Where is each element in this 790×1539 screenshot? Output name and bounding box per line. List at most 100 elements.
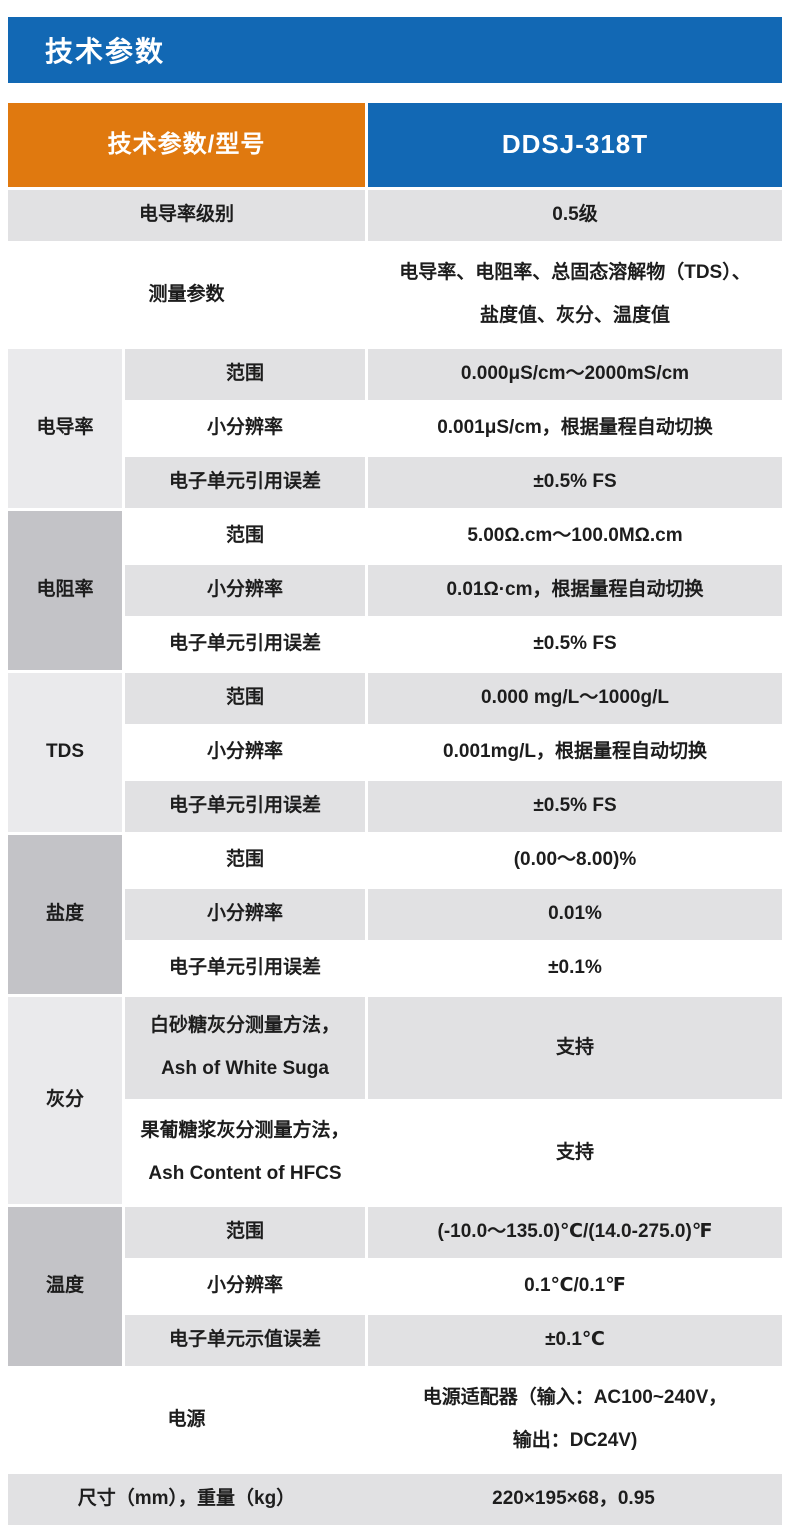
value-text: 输出：DC24V) <box>512 1430 638 1452</box>
value-cell-resistivity: 5.00Ω.cm～100.0MΩ.cm <box>368 511 782 562</box>
row-label: 测量参数 <box>148 283 225 305</box>
table-header-model-label: DDSJ-318T <box>501 129 649 160</box>
row-label: 电源 <box>167 1408 206 1430</box>
value-text: ±0.1℃ <box>545 1329 605 1351</box>
param-label: 范围 <box>225 1221 264 1243</box>
value-cell-resistivity: ±0.5% FS <box>368 619 782 670</box>
value-text: 0.001mg/L，根据量程自动切换 <box>443 741 707 763</box>
value-cell-tds: ±0.5% FS <box>368 781 782 832</box>
param-cell-temperature: 小分辨率 <box>125 1261 365 1312</box>
value-cell-ash: 支持 <box>368 1102 782 1204</box>
page: 技术参数 技术参数/型号 DDSJ-318T 电导率级别 0.5级测量参数 电导率、… <box>8 17 782 1525</box>
value-cell-salinity: ±0.1% <box>368 943 782 994</box>
page-title: 技术参数 <box>45 36 166 67</box>
group-label: 电阻率 <box>36 579 94 601</box>
label-cell-power: 电源 <box>8 1369 365 1471</box>
param-label: 小分辨率 <box>206 903 283 925</box>
param-label: 电子单元引用误差 <box>168 633 321 655</box>
value-cell-temperature: ±0.1℃ <box>368 1315 782 1366</box>
group-label: 灰分 <box>45 1089 84 1111</box>
param-cell-temperature: 电子单元示值误差 <box>125 1315 365 1366</box>
value-cell-power: 电源适配器（输入：AC100~240V， 输出：DC24V) <box>368 1369 782 1471</box>
group-cell-ash: 灰分 <box>8 997 122 1204</box>
section-title-bar: 技术参数 <box>8 17 782 83</box>
value-cell-conductivity: 0.000μS/cm～2000mS/cm <box>368 349 782 400</box>
value-cell-measurement-parameters: 电导率、电阻率、总固态溶解物（TDS）、 盐度值、灰分、温度值 <box>368 244 782 346</box>
value-text: ±0.5% FS <box>533 795 617 817</box>
param-cell-tds: 小分辨率 <box>125 727 365 778</box>
value-cell-resistivity: 0.01Ω·cm，根据量程自动切换 <box>368 565 782 616</box>
param-cell-salinity: 电子单元引用误差 <box>125 943 365 994</box>
value-text: 0.000μS/cm～2000mS/cm <box>460 363 690 385</box>
value-text: 盐度值、灰分、温度值 <box>479 305 670 327</box>
value-text: 0.01Ω·cm，根据量程自动切换 <box>446 579 704 601</box>
param-label: Ash of White Suga <box>161 1058 329 1080</box>
value-cell-temperature: 0.1℃/0.1℉ <box>368 1261 782 1312</box>
param-cell-salinity: 范围 <box>125 835 365 886</box>
value-text: 0.000 mg/L～1000g/L <box>481 687 669 709</box>
param-cell-salinity: 小分辨率 <box>125 889 365 940</box>
param-label: 果葡糖浆灰分测量方法， <box>140 1120 350 1142</box>
value-text: ±0.1% <box>548 957 602 979</box>
param-label: 小分辨率 <box>206 1275 283 1297</box>
value-text: 5.00Ω.cm～100.0MΩ.cm <box>467 525 683 547</box>
value-text: (0.00～8.00)% <box>513 849 637 871</box>
param-cell-ash: 白砂糖灰分测量方法， Ash of White Suga <box>125 997 365 1099</box>
param-label: 电子单元引用误差 <box>168 957 321 979</box>
param-cell-conductivity: 范围 <box>125 349 365 400</box>
param-label: 小分辨率 <box>206 579 283 601</box>
group-cell-conductivity: 电导率 <box>8 349 122 508</box>
value-text: 电源适配器（输入：AC100~240V， <box>422 1387 728 1409</box>
param-cell-temperature: 范围 <box>125 1207 365 1258</box>
value-cell-conductivity: ±0.5% FS <box>368 457 782 508</box>
row-label: 电导率级别 <box>138 204 234 226</box>
param-label: 范围 <box>225 687 264 709</box>
value-text: 支持 <box>555 1036 594 1058</box>
param-cell-resistivity: 电子单元引用误差 <box>125 619 365 670</box>
value-text: 0.01% <box>548 903 602 925</box>
value-text: 支持 <box>555 1141 594 1163</box>
param-cell-tds: 范围 <box>125 673 365 724</box>
param-cell-resistivity: 小分辨率 <box>125 565 365 616</box>
label-cell-conductivity-grade: 电导率级别 <box>8 190 365 241</box>
table-header-param-label: 技术参数/型号 <box>107 131 266 159</box>
param-label: 范围 <box>225 363 264 385</box>
param-label: 范围 <box>225 849 264 871</box>
table-header-model: DDSJ-318T <box>368 103 782 187</box>
value-cell-tds: 0.000 mg/L～1000g/L <box>368 673 782 724</box>
value-text: 0.001μS/cm，根据量程自动切换 <box>437 417 713 439</box>
param-label: 电子单元引用误差 <box>168 795 321 817</box>
value-text: 0.1℃/0.1℉ <box>524 1275 626 1297</box>
label-cell-measurement-parameters: 测量参数 <box>8 244 365 346</box>
value-cell-salinity: (0.00～8.00)% <box>368 835 782 886</box>
value-text: ±0.5% FS <box>533 633 617 655</box>
group-label: 温度 <box>45 1275 84 1297</box>
value-text: 220×195×68，0.95 <box>492 1488 655 1510</box>
value-cell-conductivity: 0.001μS/cm，根据量程自动切换 <box>368 403 782 454</box>
row-label: 尺寸（mm），重量（kg） <box>77 1488 296 1510</box>
value-text: ±0.5% FS <box>533 471 617 493</box>
spec-table: 技术参数/型号 DDSJ-318T 电导率级别 0.5级测量参数 电导率、电阻率、总… <box>8 103 782 1525</box>
param-label: Ash Content of HFCS <box>148 1163 342 1185</box>
param-label: 白砂糖灰分测量方法， <box>149 1015 340 1037</box>
group-cell-tds: TDS <box>8 673 122 832</box>
param-label: 电子单元引用误差 <box>168 471 321 493</box>
param-label: 小分辨率 <box>206 741 283 763</box>
value-text: (-10.0～135.0)℃/(14.0-275.0)℉ <box>437 1221 713 1243</box>
param-cell-conductivity: 电子单元引用误差 <box>125 457 365 508</box>
row-dimensions-weight: 尺寸（mm），重量（kg） 220×195×68，0.95 <box>8 1474 782 1525</box>
value-cell-ash: 支持 <box>368 997 782 1099</box>
param-label: 小分辨率 <box>206 417 283 439</box>
group-label: TDS <box>46 741 84 763</box>
value-text: 0.5级 <box>552 204 598 226</box>
value-cell-tds: 0.001mg/L，根据量程自动切换 <box>368 727 782 778</box>
value-text: 电导率、电阻率、总固态溶解物（TDS）、 <box>399 262 751 284</box>
group-label: 盐度 <box>45 903 84 925</box>
param-cell-tds: 电子单元引用误差 <box>125 781 365 832</box>
group-cell-salinity: 盐度 <box>8 835 122 994</box>
param-label: 电子单元示值误差 <box>168 1329 321 1351</box>
group-cell-resistivity: 电阻率 <box>8 511 122 670</box>
value-cell-temperature: (-10.0～135.0)℃/(14.0-275.0)℉ <box>368 1207 782 1258</box>
value-cell-salinity: 0.01% <box>368 889 782 940</box>
param-cell-conductivity: 小分辨率 <box>125 403 365 454</box>
